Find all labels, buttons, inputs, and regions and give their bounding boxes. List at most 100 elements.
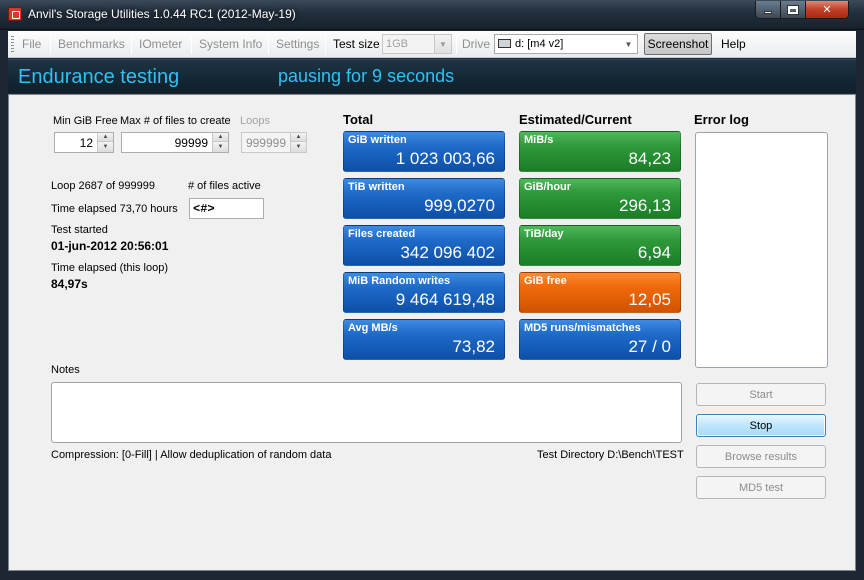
tile-label: GiB free xyxy=(524,275,567,287)
stepper-down-icon[interactable]: ▼ xyxy=(213,142,228,152)
tile-label: Avg MB/s xyxy=(348,322,398,334)
tile-mib-per-second: MiB/s 84,23 xyxy=(519,131,681,172)
tile-value: 73,82 xyxy=(452,337,495,356)
notes-label: Notes xyxy=(51,364,80,376)
app-icon xyxy=(8,7,22,21)
window-title: Anvil's Storage Utilities 1.0.44 RC1 (20… xyxy=(28,7,296,21)
stepper-up-icon[interactable]: ▲ xyxy=(98,133,113,142)
minimize-icon xyxy=(764,11,772,14)
min-gib-free-label: Min GiB Free xyxy=(53,115,118,127)
loops-label: Loops xyxy=(240,115,270,127)
tile-value: 296,13 xyxy=(619,196,671,215)
menu-separator xyxy=(191,35,192,54)
max-files-label: Max # of files to create xyxy=(120,115,231,127)
menu-separator xyxy=(268,35,269,54)
tile-value: 342 096 402 xyxy=(400,243,495,262)
loop-elapsed-value: 84,97s xyxy=(51,277,88,291)
tile-label: GiB/hour xyxy=(524,181,572,193)
title-bar: Anvil's Storage Utilities 1.0.44 RC1 (20… xyxy=(0,0,864,30)
maximize-button[interactable] xyxy=(780,1,806,19)
menu-bar: File Benchmarks IOmeter System Info Sett… xyxy=(8,31,856,58)
min-gib-free-stepper[interactable]: 12 ▲ ▼ xyxy=(54,132,114,153)
loops-stepper[interactable]: 999999 ▲ ▼ xyxy=(241,132,307,153)
stepper-buttons: ▲ ▼ xyxy=(290,133,306,152)
tile-value: 6,94 xyxy=(637,243,671,262)
close-button[interactable]: ✕ xyxy=(805,1,849,19)
tile-mib-random-writes: MiB Random writes 9 464 619,48 xyxy=(343,272,505,313)
menu-help[interactable]: Help xyxy=(721,37,746,51)
tile-md5-runs: MD5 runs/mismatches 27 / 0 xyxy=(519,319,681,360)
menu-separator xyxy=(50,35,51,54)
tile-value: 12,05 xyxy=(628,290,671,309)
tile-label: GiB written xyxy=(348,134,407,146)
tile-value: 27 / 0 xyxy=(628,337,671,356)
stepper-up-icon[interactable]: ▲ xyxy=(291,133,306,142)
drive-value: d: [m4 v2] xyxy=(515,38,564,50)
tile-value: 9 464 619,48 xyxy=(395,290,495,309)
tile-gib-per-hour: GiB/hour 296,13 xyxy=(519,178,681,219)
menu-separator xyxy=(131,35,132,54)
tile-label: TiB/day xyxy=(524,228,564,240)
stepper-down-icon[interactable]: ▼ xyxy=(291,142,306,152)
drive-label: Drive xyxy=(462,37,491,51)
drive-select[interactable]: d: [m4 v2] ▼ xyxy=(494,34,638,54)
tile-gib-free: GiB free 12,05 xyxy=(519,272,681,313)
page-title: Endurance testing xyxy=(18,66,180,88)
header-strip: Endurance testing pausing for 9 seconds xyxy=(8,59,856,93)
menu-system-info[interactable]: System Info xyxy=(199,37,263,51)
menu-settings[interactable]: Settings xyxy=(276,37,320,51)
tile-label: TiB written xyxy=(348,181,405,193)
main-panel: Min GiB Free 12 ▲ ▼ Max # of files to cr… xyxy=(8,94,856,571)
stepper-up-icon[interactable]: ▲ xyxy=(213,133,228,142)
screenshot-button[interactable]: Screenshot xyxy=(644,33,712,55)
tile-gib-written: GiB written 1 023 003,66 xyxy=(343,131,505,172)
notes-field[interactable] xyxy=(51,382,682,443)
test-size-value: 1GB xyxy=(386,38,409,50)
test-started-value: 01-jun-2012 20:56:01 xyxy=(51,239,169,253)
tile-tib-written: TiB written 999,0270 xyxy=(343,178,505,219)
drive-icon xyxy=(498,39,511,48)
menu-separator xyxy=(325,35,326,54)
md5-test-button[interactable]: MD5 test xyxy=(696,476,826,499)
tile-value: 999,0270 xyxy=(424,196,495,215)
loop-counter: Loop 2687 of 999999 xyxy=(51,180,155,192)
error-log-heading: Error log xyxy=(694,112,749,127)
tile-avg-mbs: Avg MB/s 73,82 xyxy=(343,319,505,360)
toolbar-grip xyxy=(11,36,14,53)
tile-label: MiB/s xyxy=(524,134,554,146)
compression-info: Compression: [0-Fill] | Allow deduplicat… xyxy=(51,449,332,461)
max-files-stepper[interactable]: 99999 ▲ ▼ xyxy=(121,132,229,153)
menu-file[interactable]: File xyxy=(22,37,42,51)
estimated-heading: Estimated/Current xyxy=(519,112,632,127)
test-started-label: Test started xyxy=(51,224,108,236)
menu-separator xyxy=(456,35,457,54)
minimize-button[interactable] xyxy=(755,1,781,19)
tile-value: 1 023 003,66 xyxy=(395,149,495,168)
files-active-label: # of files active xyxy=(188,180,261,192)
stepper-buttons: ▲ ▼ xyxy=(212,133,228,152)
tile-files-created: Files created 342 096 402 xyxy=(343,225,505,266)
test-directory: Test Directory D:\Bench\TEST xyxy=(537,449,684,461)
total-heading: Total xyxy=(343,112,374,127)
max-files-value: 99999 xyxy=(174,136,208,150)
tile-label: MD5 runs/mismatches xyxy=(524,322,641,334)
status-text: pausing for 9 seconds xyxy=(278,66,455,86)
loop-elapsed-label: Time elapsed (this loop) xyxy=(51,262,168,274)
test-size-select[interactable]: 1GB ▼ xyxy=(382,34,452,54)
chevron-down-icon: ▼ xyxy=(624,39,633,49)
min-gib-free-value: 12 xyxy=(79,136,93,150)
stepper-buttons: ▲ ▼ xyxy=(97,133,113,152)
maximize-icon xyxy=(787,4,799,15)
tile-value: 84,23 xyxy=(628,149,671,168)
files-active-field[interactable]: <#> xyxy=(189,198,264,219)
error-log-box[interactable] xyxy=(695,132,828,368)
stop-button[interactable]: Stop xyxy=(696,414,826,437)
start-button[interactable]: Start xyxy=(696,383,826,406)
stepper-down-icon[interactable]: ▼ xyxy=(98,142,113,152)
browse-results-button[interactable]: Browse results xyxy=(696,445,826,468)
test-size-label: Test size xyxy=(333,37,380,51)
menu-iometer[interactable]: IOmeter xyxy=(139,37,183,51)
close-icon: ✕ xyxy=(822,4,832,16)
loops-value: 999999 xyxy=(245,136,286,150)
menu-benchmarks[interactable]: Benchmarks xyxy=(58,37,125,51)
